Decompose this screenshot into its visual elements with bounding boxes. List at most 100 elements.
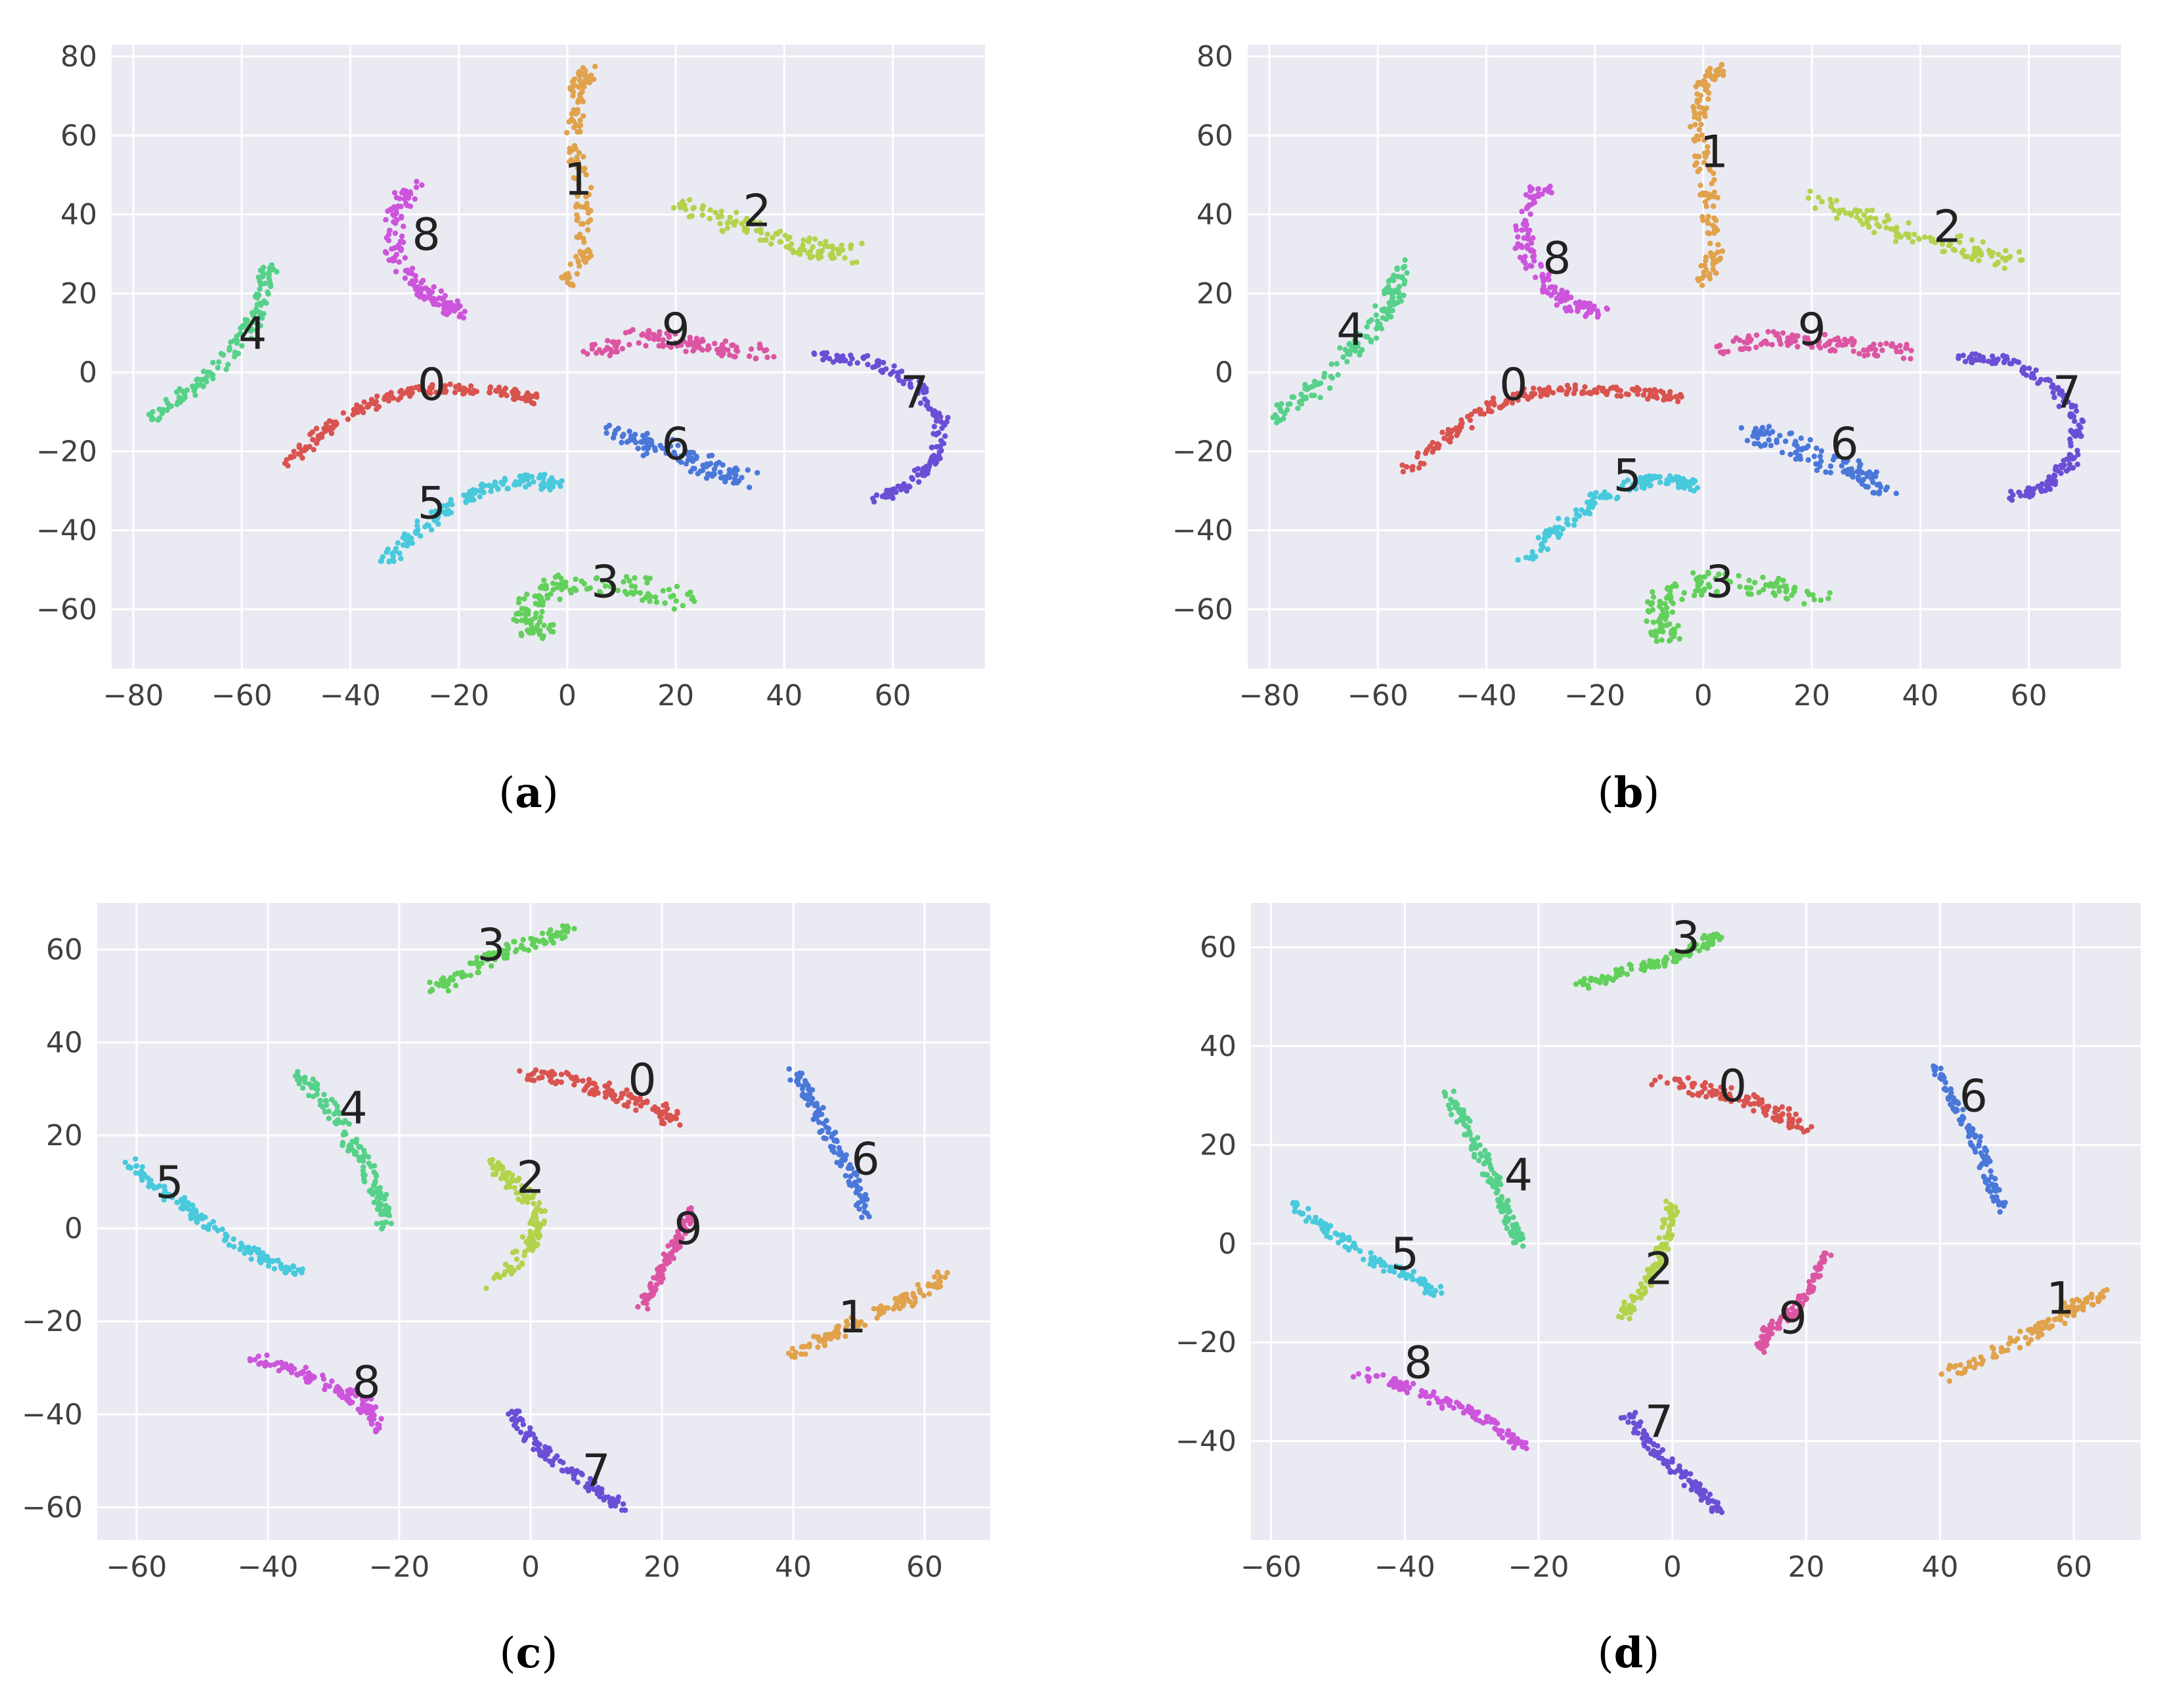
cluster-point — [332, 420, 338, 426]
cluster-point — [577, 249, 583, 255]
cluster-point — [1797, 1117, 1803, 1123]
cluster-point — [464, 494, 470, 500]
cluster-point — [699, 206, 705, 212]
cluster-point — [227, 347, 232, 353]
cluster-point — [534, 394, 540, 400]
cluster-point — [1629, 1293, 1634, 1300]
cluster-point — [643, 575, 649, 580]
cluster-point — [541, 577, 547, 583]
cluster-point — [215, 364, 221, 371]
cluster-point — [435, 514, 441, 519]
cluster-point — [512, 387, 518, 393]
cluster-point — [492, 481, 498, 487]
cluster-point — [1932, 1072, 1938, 1078]
cluster-point — [1351, 1240, 1357, 1246]
x-tick-label: 20 — [1788, 1550, 1825, 1584]
cluster-point — [859, 240, 865, 246]
cluster-point — [407, 388, 414, 394]
cluster-point — [487, 384, 494, 390]
cluster-label: 2 — [1645, 1243, 1673, 1295]
cluster-point — [1428, 1284, 1434, 1290]
cluster-point — [232, 349, 238, 355]
cluster-point — [1310, 1219, 1316, 1225]
cluster-point — [637, 590, 644, 596]
cluster-point — [1460, 1111, 1467, 1118]
cluster-point — [1472, 1141, 1478, 1147]
cluster-point — [666, 586, 672, 592]
cluster-point — [2036, 1322, 2042, 1328]
cluster-point — [733, 209, 739, 215]
cluster-point — [557, 596, 563, 602]
cluster-point — [1464, 1115, 1471, 1122]
cluster-point — [391, 558, 397, 564]
cluster-point — [1708, 1083, 1714, 1089]
cluster-point — [481, 483, 487, 489]
cluster-point — [523, 398, 529, 404]
cluster-point — [1711, 933, 1717, 939]
cluster-point — [400, 535, 406, 540]
cluster-point — [575, 165, 580, 171]
cluster-point — [414, 518, 420, 524]
cluster-point — [1481, 1161, 1487, 1167]
cluster-point — [689, 213, 695, 219]
cluster-point — [1988, 1168, 1994, 1174]
cluster-point — [578, 204, 584, 209]
cluster-point — [1305, 1206, 1311, 1212]
cluster-point — [148, 414, 155, 420]
cluster-point — [340, 410, 346, 416]
cluster-point — [1995, 1198, 2001, 1204]
cluster-point — [644, 580, 650, 586]
cluster-4 — [146, 262, 280, 423]
cluster-point — [584, 586, 590, 592]
cluster-point — [817, 240, 823, 247]
cluster-point — [1699, 1089, 1705, 1095]
cluster-point — [1699, 1083, 1705, 1089]
cluster-point — [854, 259, 860, 265]
cluster-point — [1630, 1305, 1636, 1311]
cluster-point — [1482, 1148, 1488, 1154]
cluster-point — [231, 353, 238, 360]
cluster-point — [1655, 963, 1661, 969]
cluster-point — [678, 453, 685, 459]
cluster-point — [663, 450, 669, 456]
cluster-point — [1786, 1123, 1792, 1129]
cluster-point — [1663, 1198, 1669, 1204]
cluster-point — [1988, 1173, 1994, 1180]
cluster-point — [849, 260, 856, 266]
cluster-point — [1652, 1078, 1658, 1084]
cluster-point — [606, 422, 613, 429]
cluster-point — [385, 398, 392, 404]
cluster-point — [200, 383, 206, 389]
cluster-point — [1321, 1220, 1327, 1227]
cluster-point — [764, 231, 770, 237]
cluster-point — [1709, 938, 1715, 944]
cluster-point — [210, 359, 216, 366]
cluster-point — [429, 385, 435, 391]
cluster-point — [571, 81, 577, 87]
cluster-point — [579, 89, 585, 95]
cluster-point — [492, 387, 499, 394]
cluster-point — [1672, 1076, 1678, 1082]
cluster-point — [1357, 1248, 1363, 1254]
cluster-point — [582, 249, 588, 255]
cluster-point — [380, 554, 385, 560]
cluster-point — [255, 292, 262, 298]
cluster-point — [659, 445, 665, 451]
cluster-point — [225, 362, 231, 368]
cluster-point — [150, 409, 156, 415]
cluster-point — [2080, 1301, 2086, 1307]
cluster-point — [448, 496, 454, 502]
cluster-point — [311, 447, 317, 452]
cluster-point — [1972, 1134, 1979, 1140]
cluster-point — [1657, 1074, 1663, 1080]
cluster-point — [1346, 1245, 1352, 1252]
cluster-point — [1669, 1216, 1674, 1222]
cluster-point — [532, 593, 538, 600]
cluster-point — [517, 611, 523, 617]
cluster-point — [799, 246, 804, 252]
cluster-point — [574, 271, 580, 277]
cluster-point — [536, 632, 543, 638]
cluster-label: 5 — [418, 477, 446, 529]
cluster-point — [1969, 1143, 1976, 1149]
